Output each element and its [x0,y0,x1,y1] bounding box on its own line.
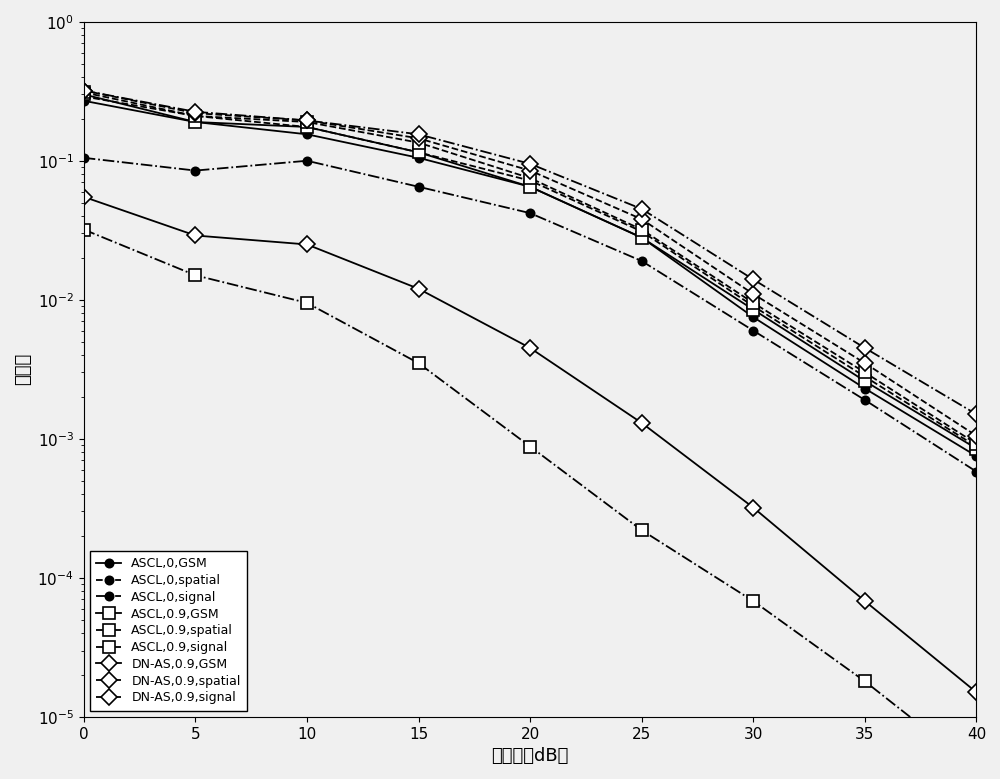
Line: ASCL,0,signal: ASCL,0,signal [80,153,981,476]
DN-AS,0.9,GSM [970,688,982,697]
ASCL,0,GSM [636,233,648,242]
Line: DN-AS,0.9,GSM: DN-AS,0.9,GSM [78,192,982,698]
DN-AS,0.9,GSM [636,418,648,428]
DN-AS,0.9,spatial [970,431,982,440]
DN-AS,0.9,spatial [189,108,201,118]
ASCL,0,signal [859,396,871,405]
ASCL,0,spatial [859,372,871,381]
DN-AS,0.9,signal [78,86,90,95]
ASCL,0.9,spatial [859,368,871,377]
ASCL,0,GSM [859,384,871,393]
DN-AS,0.9,spatial [78,86,90,95]
Line: ASCL,0.9,GSM: ASCL,0.9,GSM [78,89,982,454]
ASCL,0,spatial [78,92,90,101]
Y-axis label: 误码率: 误码率 [14,353,32,386]
DN-AS,0.9,spatial [747,289,759,298]
DN-AS,0.9,signal [189,108,201,117]
ASCL,0.9,signal [524,442,536,451]
DN-AS,0.9,GSM [859,597,871,606]
Line: ASCL,0,spatial: ASCL,0,spatial [80,92,981,451]
DN-AS,0.9,GSM [189,231,201,240]
DN-AS,0.9,spatial [524,166,536,175]
ASCL,0,GSM [524,182,536,192]
ASCL,0,spatial [970,442,982,451]
ASCL,0.9,spatial [524,174,536,183]
ASCL,0.9,spatial [636,225,648,234]
ASCL,0.9,signal [189,270,201,280]
X-axis label: 信噪比（dB）: 信噪比（dB） [491,747,569,765]
ASCL,0,signal [189,166,201,175]
ASCL,0,spatial [747,301,759,311]
ASCL,0,signal [747,326,759,335]
ASCL,0,GSM [747,312,759,322]
Line: ASCL,0,GSM: ASCL,0,GSM [80,97,981,460]
ASCL,0.9,GSM [524,182,536,192]
ASCL,0,signal [524,209,536,218]
ASCL,0,spatial [636,227,648,236]
DN-AS,0.9,spatial [859,358,871,368]
DN-AS,0.9,GSM [747,503,759,513]
ASCL,0,GSM [78,96,90,105]
ASCL,0,signal [301,156,313,165]
DN-AS,0.9,GSM [413,284,425,294]
ASCL,0.9,signal [859,677,871,686]
DN-AS,0.9,GSM [301,240,313,249]
ASCL,0.9,signal [413,358,425,368]
ASCL,0.9,GSM [970,444,982,453]
ASCL,0,GSM [189,118,201,127]
ASCL,0,GSM [413,153,425,163]
ASCL,0.9,GSM [301,122,313,132]
ASCL,0.9,GSM [78,90,90,99]
ASCL,0.9,spatial [301,118,313,127]
DN-AS,0.9,signal [413,129,425,139]
DN-AS,0.9,signal [859,344,871,353]
Legend: ASCL,0,GSM, ASCL,0,spatial, ASCL,0,signal, ASCL,0.9,GSM, ASCL,0.9,spatial, ASCL,: ASCL,0,GSM, ASCL,0,spatial, ASCL,0,signa… [90,551,247,710]
Line: ASCL,0.9,signal: ASCL,0.9,signal [78,224,982,775]
DN-AS,0.9,GSM [78,192,90,202]
ASCL,0,spatial [524,176,536,185]
DN-AS,0.9,signal [301,116,313,125]
ASCL,0.9,spatial [413,138,425,147]
Line: ASCL,0.9,spatial: ASCL,0.9,spatial [78,87,982,449]
DN-AS,0.9,signal [747,275,759,284]
ASCL,0,GSM [970,452,982,461]
ASCL,0,spatial [301,122,313,132]
ASCL,0.9,spatial [970,439,982,449]
ASCL,0.9,spatial [78,88,90,97]
ASCL,0.9,signal [747,597,759,606]
ASCL,0,GSM [301,129,313,139]
DN-AS,0.9,signal [524,159,536,168]
ASCL,0.9,GSM [189,118,201,127]
DN-AS,0.9,spatial [636,214,648,224]
ASCL,0,signal [636,256,648,266]
ASCL,0,signal [970,467,982,476]
ASCL,0.9,signal [636,526,648,535]
ASCL,0,signal [413,182,425,192]
DN-AS,0.9,signal [970,410,982,419]
ASCL,0.9,signal [970,764,982,774]
ASCL,0,signal [78,153,90,163]
ASCL,0,spatial [189,111,201,121]
ASCL,0.9,GSM [747,305,759,314]
ASCL,0.9,signal [301,298,313,308]
ASCL,0.9,spatial [189,111,201,121]
ASCL,0.9,signal [78,225,90,234]
ASCL,0.9,GSM [859,376,871,386]
ASCL,0.9,spatial [747,298,759,308]
DN-AS,0.9,spatial [413,134,425,143]
DN-AS,0.9,signal [636,204,648,213]
DN-AS,0.9,spatial [301,116,313,125]
DN-AS,0.9,GSM [524,344,536,353]
ASCL,0,spatial [413,148,425,157]
Line: DN-AS,0.9,spatial: DN-AS,0.9,spatial [78,85,982,442]
ASCL,0.9,GSM [413,148,425,157]
Line: DN-AS,0.9,signal: DN-AS,0.9,signal [78,85,982,420]
ASCL,0.9,GSM [636,233,648,242]
